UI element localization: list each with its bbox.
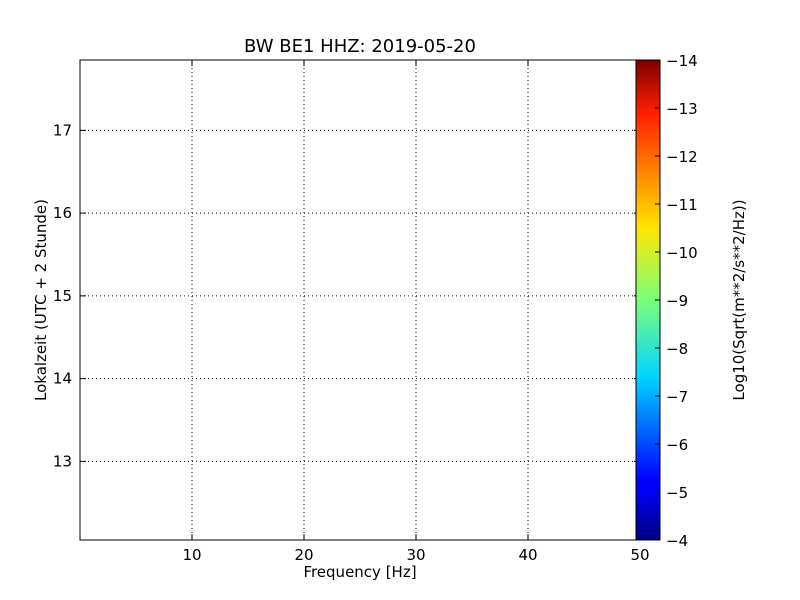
colorbar-tick-label: −12 bbox=[666, 148, 698, 166]
x-axis: 10 20 30 40 50 bbox=[182, 60, 650, 564]
y-tick-label: 15 bbox=[53, 287, 72, 305]
colorbar-tick-label: −11 bbox=[666, 196, 698, 214]
x-tick-label: 40 bbox=[518, 546, 537, 564]
colorbar-label: Log10(Sqrt(m**2/s**2/Hz)) bbox=[730, 199, 748, 400]
colorbar-tick-label: −14 bbox=[666, 52, 698, 70]
colorbar-tick-label: −9 bbox=[666, 292, 688, 310]
colorbar-tick-label: −7 bbox=[666, 388, 688, 406]
plot-frame bbox=[79, 59, 641, 541]
y-axis-label: Lokalzeit (UTC + 2 Stunde) bbox=[32, 199, 50, 401]
y-tick-label: 13 bbox=[53, 452, 72, 470]
colorbar-tick-label: −13 bbox=[666, 100, 698, 118]
y-tick-label: 14 bbox=[53, 370, 72, 388]
x-tick-label: 50 bbox=[630, 546, 649, 564]
y-tick-label: 17 bbox=[53, 121, 72, 139]
x-tick-label: 20 bbox=[294, 546, 313, 564]
x-axis-label: Frequency [Hz] bbox=[303, 563, 416, 581]
grid-lines bbox=[80, 60, 640, 540]
x-tick-label: 30 bbox=[406, 546, 425, 564]
chart-title: BW BE1 HHZ: 2019-05-20 bbox=[244, 36, 476, 57]
colorbar-tick-label: −10 bbox=[666, 244, 698, 262]
colorbar-tick-label: −5 bbox=[666, 484, 688, 502]
colorbar-tick-label: −8 bbox=[666, 340, 688, 358]
x-tick-label: 10 bbox=[182, 546, 201, 564]
colorbar-tick-label: −6 bbox=[666, 436, 688, 454]
colorbar-tick-label: −4 bbox=[666, 532, 688, 550]
colorbar: −4 −5 −6 −7 −8 −9 −10 −11 −12 −13 −14 bbox=[635, 52, 698, 550]
y-tick-label: 16 bbox=[53, 204, 72, 222]
y-axis: 13 14 15 16 17 bbox=[53, 121, 640, 470]
